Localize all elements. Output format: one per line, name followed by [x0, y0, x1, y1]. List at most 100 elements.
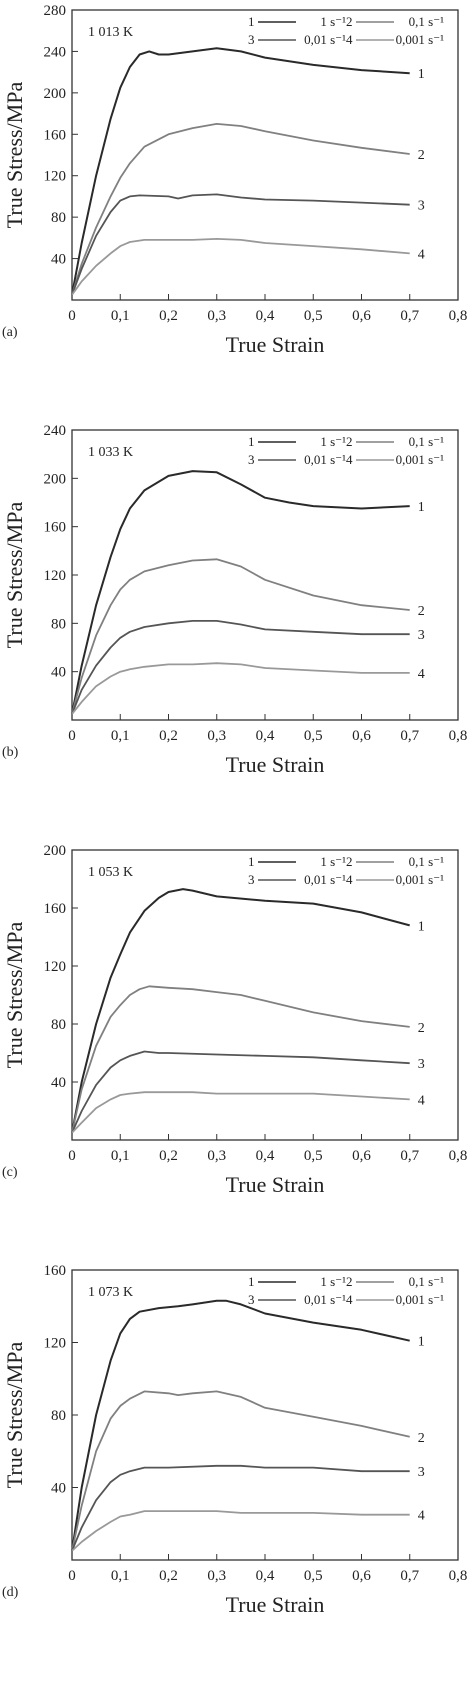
- series-line-4: [71, 238, 410, 296]
- panel-label: (b): [2, 745, 19, 760]
- panel-label: (c): [2, 1165, 18, 1180]
- series-line-1: [71, 1299, 410, 1552]
- legend-rate: 1 s⁻¹: [320, 1274, 346, 1289]
- legend-rate: 0,01 s⁻¹: [304, 32, 346, 47]
- legend-id: 1: [248, 854, 255, 869]
- legend-rate: 0,001 s⁻¹: [396, 452, 444, 467]
- series-end-label: 2: [418, 148, 425, 163]
- series-line-2: [71, 1390, 410, 1552]
- series-line-4: [71, 662, 410, 715]
- y-tick-label: 200: [44, 843, 67, 859]
- y-tick-label: 160: [44, 901, 67, 917]
- y-tick-label: 40: [51, 1481, 66, 1497]
- y-axis-title: True Stress/MPa: [2, 502, 27, 649]
- legend-rate: 1 s⁻¹: [320, 14, 346, 29]
- y-tick-label: 120: [44, 959, 67, 975]
- x-tick-label: 0,2: [159, 1148, 178, 1164]
- x-tick-label: 0,6: [352, 308, 371, 324]
- series-line-4: [71, 1091, 410, 1134]
- legend-id: 3: [248, 872, 255, 887]
- x-tick-label: 0,5: [304, 308, 323, 324]
- series-end-label: 1: [418, 67, 425, 82]
- legend-id: 4: [346, 32, 353, 47]
- x-tick-label: 0,2: [159, 728, 178, 744]
- series-line-3: [71, 193, 410, 296]
- series-end-label: 2: [418, 1021, 425, 1036]
- x-tick-label: 0: [68, 308, 76, 324]
- x-tick-label: 0,3: [207, 1148, 226, 1164]
- y-tick-label: 160: [44, 520, 67, 536]
- legend-id: 2: [346, 434, 353, 449]
- legend-rate: 0,1 s⁻¹: [409, 854, 444, 869]
- x-tick-label: 0,8: [449, 308, 468, 324]
- series-line-3: [71, 1464, 410, 1552]
- legend-id: 4: [346, 452, 353, 467]
- series-line-2: [71, 558, 410, 715]
- x-tick-label: 0: [68, 1568, 76, 1584]
- series-line-1: [71, 888, 410, 1133]
- x-tick-label: 0,3: [207, 1568, 226, 1584]
- y-tick-label: 80: [51, 1408, 66, 1424]
- x-tick-label: 0,8: [449, 728, 468, 744]
- legend-id: 1: [248, 14, 255, 29]
- legend-id: 3: [248, 1292, 255, 1307]
- x-tick-label: 0,5: [304, 1148, 323, 1164]
- legend-id: 2: [346, 1274, 353, 1289]
- legend-rate: 0,1 s⁻¹: [409, 14, 444, 29]
- series-line-2: [71, 985, 410, 1133]
- y-axis-title: True Stress/MPa: [2, 82, 27, 229]
- y-axis-title: True Stress/MPa: [2, 922, 27, 1069]
- y-tick-label: 40: [51, 665, 66, 681]
- x-axis-title: True Strain: [226, 752, 325, 777]
- panel-label: (d): [2, 1585, 19, 1600]
- plot-frame: [71, 9, 459, 301]
- x-tick-label: 0,7: [400, 308, 419, 324]
- legend-rate: 1 s⁻¹: [320, 854, 346, 869]
- series-end-label: 2: [418, 604, 425, 619]
- y-tick-label: 40: [51, 1075, 66, 1091]
- x-tick-label: 0,3: [207, 308, 226, 324]
- legend-rate: 0,1 s⁻¹: [409, 434, 444, 449]
- series-end-label: 1: [418, 919, 425, 934]
- series-line-3: [71, 1050, 410, 1134]
- x-tick-label: 0: [68, 728, 76, 744]
- x-tick-label: 0,6: [352, 1568, 371, 1584]
- legend-rate: 0,01 s⁻¹: [304, 1292, 346, 1307]
- x-tick-label: 0,3: [207, 728, 226, 744]
- legend-id: 4: [346, 872, 353, 887]
- series-line-1: [71, 470, 410, 715]
- temperature-label: 1 073 K: [88, 1285, 133, 1300]
- x-tick-label: 0,4: [256, 1568, 275, 1584]
- y-tick-label: 160: [44, 1263, 67, 1279]
- y-tick-label: 200: [44, 86, 67, 102]
- legend-rate: 0,001 s⁻¹: [396, 32, 444, 47]
- x-tick-label: 0,2: [159, 1568, 178, 1584]
- x-axis-title: True Strain: [226, 332, 325, 357]
- series-end-label: 3: [418, 199, 425, 214]
- series-end-label: 3: [418, 1465, 425, 1480]
- chart-panel-c: 0 0,1 0,2 0,3 0,4 0,5 0,6 0,7 0,8 40 80 120 160 200 Tr…: [2, 843, 467, 1197]
- legend-rate: 0,01 s⁻¹: [304, 872, 346, 887]
- legend-id: 1: [248, 434, 255, 449]
- x-tick-label: 0: [68, 1148, 76, 1164]
- x-tick-label: 0,6: [352, 1148, 371, 1164]
- x-tick-label: 0,4: [256, 728, 275, 744]
- y-tick-label: 160: [44, 127, 67, 143]
- x-tick-label: 0,1: [111, 1568, 130, 1584]
- chart-panel-b: 0 0,1 0,2 0,3 0,4 0,5 0,6 0,7 0,8408012016020024…: [2, 423, 467, 777]
- y-tick-label: 120: [44, 1336, 67, 1352]
- series-line-4: [71, 1510, 410, 1552]
- x-tick-label: 0,2: [159, 308, 178, 324]
- legend-id: 3: [248, 32, 255, 47]
- series-end-label: 1: [418, 500, 425, 515]
- legend-rate: 0,001 s⁻¹: [396, 1292, 444, 1307]
- y-tick-label: 80: [51, 210, 66, 226]
- x-tick-label: 0,5: [304, 1568, 323, 1584]
- legend-id: 4: [346, 1292, 353, 1307]
- series-line-3: [71, 620, 410, 715]
- x-tick-label: 0,8: [449, 1148, 468, 1164]
- series-line-2: [71, 123, 410, 296]
- x-tick-label: 0,7: [400, 1148, 419, 1164]
- y-tick-label: 120: [44, 568, 67, 584]
